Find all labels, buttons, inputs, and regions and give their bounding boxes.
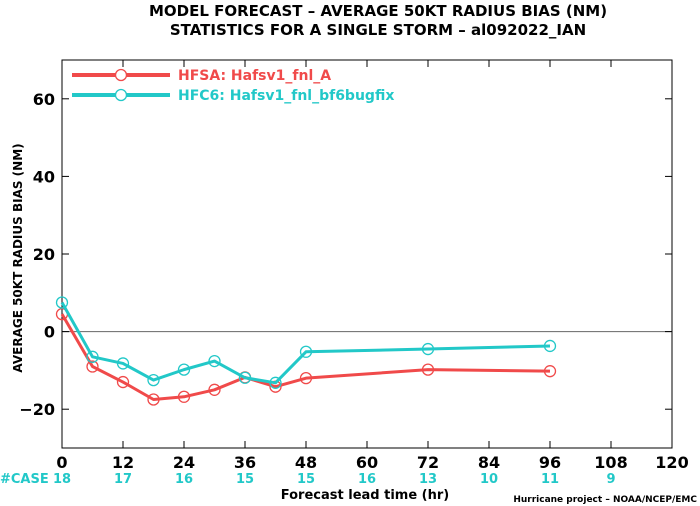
x-axis-label: Forecast lead time (hr) [281, 488, 449, 503]
data-point [86, 350, 99, 363]
y-tick-label: 20 [33, 245, 55, 264]
chart-title: MODEL FORECAST – AVERAGE 50KT RADIUS BIA… [149, 2, 607, 20]
credit-text: Hurricane project – NOAA/NCEP/EMC [513, 495, 697, 505]
case-count-label: 15 [236, 472, 254, 487]
chart-subtitle: STATISTICS FOR A SINGLE STORM – al092022… [170, 21, 586, 39]
y-tick-label: 60 [33, 90, 55, 109]
data-point [543, 339, 557, 353]
x-tick-label: 0 [56, 453, 67, 472]
case-count-label: 18 [53, 472, 71, 487]
case-count-label: 17 [114, 472, 132, 487]
y-axis-label: AVERAGE 50KT RADIUS BIAS (NM) [11, 143, 25, 372]
y-tick-label: 0 [44, 323, 55, 342]
x-tick-label: 120 [655, 453, 688, 472]
case-count-label: 13 [419, 472, 437, 487]
data-point [116, 375, 130, 389]
data-point [238, 371, 252, 384]
y-tick-label: 40 [33, 167, 55, 186]
series-line [60, 301, 551, 385]
legend-label: HFC6: Hafsv1_fnl_bf6bugfix [178, 88, 394, 104]
case-count-label: 16 [175, 472, 193, 487]
data-point [147, 373, 160, 387]
data-point [421, 363, 435, 376]
data-point [86, 360, 99, 373]
data-point [543, 365, 557, 378]
legend-label: HFSA: Hafsv1_fnl_A [178, 68, 331, 84]
data-point [299, 372, 313, 385]
case-count-label: 9 [606, 472, 615, 487]
data-point [55, 296, 69, 309]
data-point [147, 393, 160, 406]
data-point [116, 357, 130, 370]
data-point [177, 390, 191, 403]
case-label: #CASE [0, 472, 49, 487]
x-tick-label: 108 [594, 453, 627, 472]
plot-frame [61, 59, 673, 449]
x-tick-label: 84 [478, 453, 500, 472]
data-point [421, 342, 435, 356]
case-count-label: 11 [541, 472, 559, 487]
legend-marker [114, 68, 128, 82]
x-tick-label: 96 [539, 453, 561, 472]
y-tick-label: −20 [19, 400, 55, 419]
x-tick-label: 12 [112, 453, 134, 472]
data-point [299, 345, 313, 358]
x-tick-label: 48 [295, 453, 317, 472]
case-count-label: 10 [480, 472, 498, 487]
x-tick-label: 36 [234, 453, 256, 472]
x-tick-label: 60 [356, 453, 378, 472]
legend-marker [114, 88, 128, 102]
plot-area: −20 0 20 40 60 0 12 24 36 48 60 72 84 96 108 120 18 17 16 1… [19, 59, 689, 487]
case-count-label: 16 [358, 472, 376, 487]
data-point [177, 363, 191, 376]
data-point [208, 383, 221, 396]
series-line [60, 313, 551, 401]
x-tick-label: 24 [173, 453, 195, 472]
data-point [269, 376, 282, 389]
data-point [208, 354, 221, 368]
case-count-label: 15 [297, 472, 315, 487]
x-tick-label: 72 [417, 453, 439, 472]
